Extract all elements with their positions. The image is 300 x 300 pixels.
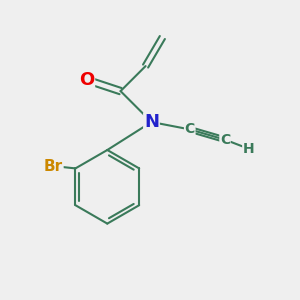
- Text: C: C: [184, 122, 195, 136]
- Text: N: N: [144, 113, 159, 131]
- Text: Br: Br: [44, 159, 63, 174]
- Text: H: H: [243, 142, 254, 155]
- Text: C: C: [220, 133, 230, 147]
- Text: O: O: [79, 71, 94, 89]
